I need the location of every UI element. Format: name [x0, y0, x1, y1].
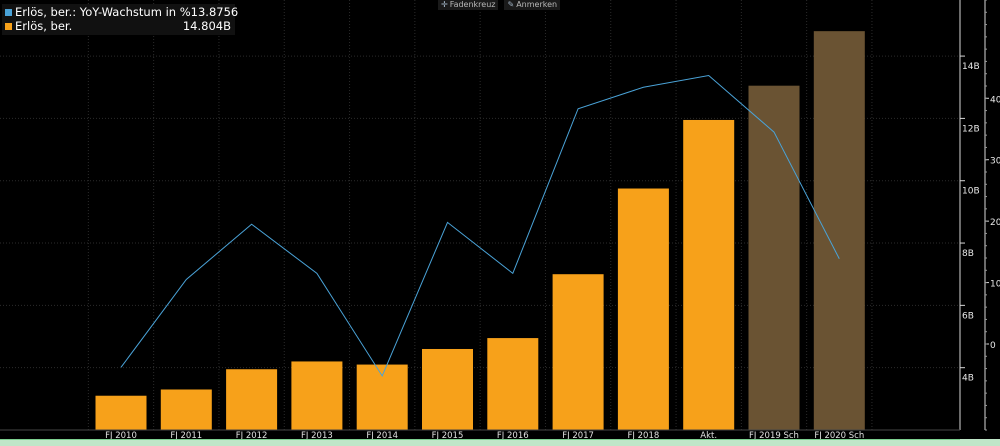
bar-4[interactable]: [291, 361, 343, 430]
legend-swatch-growth: [5, 8, 12, 16]
x-tick-label: FJ 2020 Sch: [814, 431, 864, 441]
x-tick-label: FJ 2010: [105, 431, 137, 441]
y-inner-tick-label: 4B: [962, 374, 974, 384]
bar-2[interactable]: [160, 389, 212, 430]
crosshair-icon: ✛: [441, 0, 448, 9]
bar-9[interactable]: [617, 188, 669, 430]
bar-1[interactable]: [95, 395, 147, 430]
legend-label-growth: Erlös, ber.: YoY-Wachstum in %: [15, 5, 191, 19]
x-tick-label: FJ 2016: [497, 431, 529, 441]
pencil-icon: ✎: [507, 0, 515, 9]
y-outer-tick-label: 20: [990, 218, 1000, 228]
bar-10[interactable]: [683, 119, 735, 430]
bar-11[interactable]: [748, 85, 800, 430]
legend-label-revenue: Erlös, ber.: [15, 19, 73, 33]
bar-7[interactable]: [487, 338, 539, 430]
x-tick-label: FJ 2015: [432, 431, 464, 441]
bar-3[interactable]: [226, 369, 278, 430]
legend-swatch-revenue: [5, 22, 12, 30]
x-tick-label: Akt.: [700, 431, 717, 441]
y-outer-tick-label: 40: [990, 95, 1000, 105]
chart-toolbar: ✛ Fadenkreuz ✎ Anmerken: [438, 0, 561, 10]
bar-6[interactable]: [422, 348, 473, 430]
annotate-button[interactable]: ✎ Anmerken: [504, 0, 561, 10]
x-tick-label: FJ 2011: [170, 431, 202, 441]
y-outer-tick-label: 0: [990, 341, 996, 351]
growth-line[interactable]: [120, 75, 840, 378]
legend-item-revenue[interactable]: Erlös, ber. 14.804B: [5, 19, 231, 33]
x-tick-label: FJ 2014: [366, 431, 398, 441]
y-inner-tick-label: 12B: [962, 124, 980, 134]
y-outer-tick-label: 10: [990, 280, 1000, 290]
chart-legend: Erlös, ber.: YoY-Wachstum in % 13.8756 E…: [2, 4, 238, 35]
y-inner-tick-label: 10B: [962, 187, 980, 197]
annotate-label: Anmerken: [516, 0, 558, 9]
x-tick-label: FJ 2012: [236, 431, 268, 441]
x-tick-label: FJ 2018: [628, 431, 660, 441]
legend-value-revenue: 14.804B: [182, 19, 231, 33]
time-range-bar-edge: [0, 439, 960, 440]
x-tick-label: FJ 2019 Sch: [749, 431, 799, 441]
y-outer-tick-label: 30: [990, 157, 1000, 167]
bar-5[interactable]: [356, 364, 408, 430]
crosshair-label: Fadenkreuz: [449, 0, 496, 9]
bar-12[interactable]: [813, 31, 865, 430]
x-tick-label: FJ 2017: [562, 431, 594, 441]
legend-value-growth: 13.8756: [190, 5, 239, 19]
y-inner-tick-label: 8B: [962, 249, 974, 259]
bar-8[interactable]: [552, 274, 604, 430]
x-tick-label: FJ 2013: [301, 431, 333, 441]
y-inner-tick-label: 6B: [962, 311, 974, 321]
crosshair-button[interactable]: ✛ Fadenkreuz: [438, 0, 499, 10]
y-inner-tick-label: 14B: [962, 62, 980, 72]
legend-item-growth[interactable]: Erlös, ber.: YoY-Wachstum in % 13.8756: [5, 5, 238, 19]
time-range-bar[interactable]: [0, 439, 1000, 446]
